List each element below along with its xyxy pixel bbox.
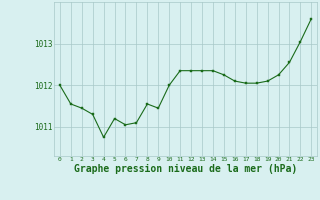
X-axis label: Graphe pression niveau de la mer (hPa): Graphe pression niveau de la mer (hPa)	[74, 164, 297, 174]
